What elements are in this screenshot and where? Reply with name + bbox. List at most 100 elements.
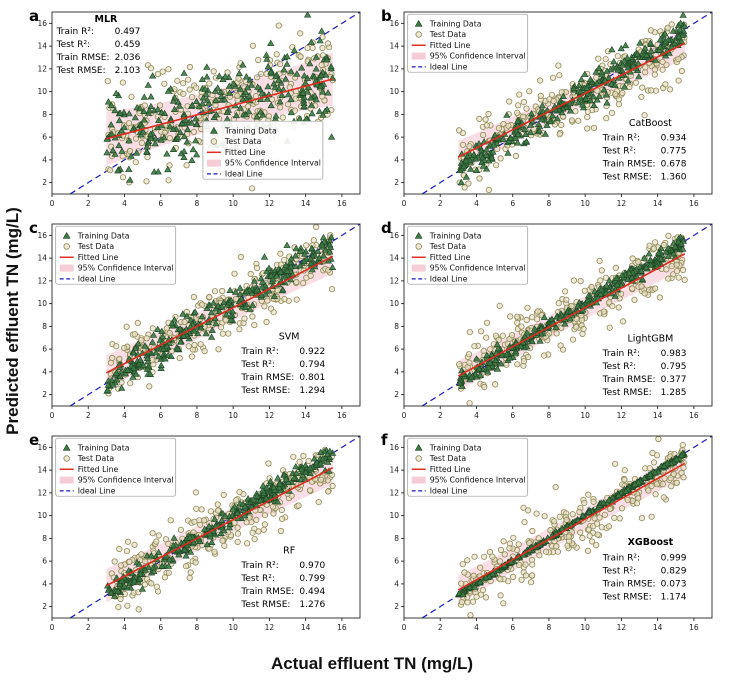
svg-text:0.922: 0.922 (299, 347, 325, 357)
svg-text:2: 2 (438, 623, 443, 632)
svg-text:12: 12 (265, 199, 275, 208)
panel-letter: f (381, 431, 388, 449)
svg-text:Fitted Line: Fitted Line (78, 465, 119, 474)
svg-text:Fitted Line: Fitted Line (78, 253, 119, 262)
svg-text:Test R²:: Test R²: (602, 362, 636, 372)
model-label: MLR (94, 14, 118, 25)
svg-text:Training Data: Training Data (429, 231, 482, 240)
fitted-line (457, 42, 686, 158)
svg-text:14: 14 (37, 466, 47, 475)
svg-text:Test R²:: Test R²: (240, 574, 274, 584)
model-label: SVM (279, 332, 300, 343)
svg-text:Train RMSE:: Train RMSE: (56, 53, 110, 63)
svg-text:0: 0 (402, 199, 407, 208)
svg-text:Train RMSE:: Train RMSE: (602, 580, 656, 590)
svg-text:Fitted Line: Fitted Line (225, 148, 266, 157)
svg-text:6: 6 (510, 623, 515, 632)
svg-text:6: 6 (42, 133, 47, 142)
svg-text:4: 4 (474, 623, 479, 632)
svg-text:2: 2 (42, 178, 47, 187)
svg-text:4: 4 (122, 199, 127, 208)
svg-text:Training Data: Training Data (429, 19, 482, 28)
svg-text:10: 10 (580, 411, 590, 420)
svg-text:8: 8 (394, 322, 399, 331)
svg-text:4: 4 (42, 579, 47, 588)
svg-text:0.999: 0.999 (661, 554, 687, 564)
svg-text:12: 12 (389, 276, 399, 285)
svg-text:Test RMSE:: Test RMSE: (240, 386, 290, 396)
svg-text:6: 6 (394, 557, 399, 566)
svg-text:Train R²:: Train R²: (602, 133, 640, 143)
fitted-line (105, 466, 334, 587)
svg-text:8: 8 (547, 411, 552, 420)
svg-text:6: 6 (42, 345, 47, 354)
svg-text:0.073: 0.073 (661, 580, 687, 590)
svg-text:8: 8 (42, 110, 47, 119)
svg-text:Test R²:: Test R²: (56, 40, 90, 50)
y-axis-label: Predicted effluent TN (mg/L) (3, 207, 22, 436)
svg-text:16: 16 (37, 231, 47, 240)
stats-block: Train R²: 0.497 Test R²: 0.459 Train RMSE: 2.… (56, 27, 141, 76)
legend: Training Data Test Data Fitted Line 95% Con… (407, 225, 529, 285)
svg-text:6: 6 (158, 199, 163, 208)
svg-text:10: 10 (389, 87, 399, 96)
svg-text:Test RMSE:: Test RMSE: (56, 66, 106, 76)
svg-text:12: 12 (37, 488, 47, 497)
svg-text:12: 12 (389, 488, 399, 497)
svg-text:0: 0 (402, 411, 407, 420)
svg-text:0: 0 (50, 411, 55, 420)
svg-text:2: 2 (438, 199, 443, 208)
svg-text:95% Confidence Interval: 95% Confidence Interval (430, 264, 526, 273)
svg-text:4: 4 (474, 199, 479, 208)
svg-text:2: 2 (394, 390, 399, 399)
svg-text:Ideal Line: Ideal Line (430, 486, 468, 495)
svg-text:8: 8 (195, 411, 200, 420)
svg-text:16: 16 (37, 443, 47, 452)
panel-letter: b (381, 7, 392, 25)
svg-text:Test Data: Test Data (429, 242, 467, 251)
svg-text:6: 6 (510, 199, 515, 208)
svg-text:Ideal Line: Ideal Line (430, 274, 468, 283)
svg-text:Train RMSE:: Train RMSE: (602, 159, 656, 169)
svg-text:4: 4 (122, 411, 127, 420)
svg-text:4: 4 (42, 367, 47, 376)
legend: Training Data Test Data Fitted Line 95% Con… (202, 120, 324, 180)
svg-text:14: 14 (653, 199, 663, 208)
svg-text:16: 16 (689, 199, 699, 208)
svg-text:4: 4 (42, 155, 47, 164)
stats-block: Train R²: 0.970 Test R²: 0.799 Train RMSE: 0.… (240, 561, 325, 610)
svg-text:12: 12 (37, 64, 47, 73)
svg-text:Fitted Line: Fitted Line (430, 253, 471, 262)
svg-text:10: 10 (37, 511, 47, 520)
svg-text:6: 6 (158, 411, 163, 420)
svg-text:16: 16 (389, 231, 399, 240)
svg-text:4: 4 (394, 579, 399, 588)
plot-frame (51, 11, 361, 195)
svg-text:0: 0 (50, 623, 55, 632)
svg-text:8: 8 (42, 534, 47, 543)
svg-text:10: 10 (37, 87, 47, 96)
stats-block: Train R²: 0.922 Test R²: 0.794 Train RMSE: 0.… (240, 347, 325, 396)
svg-text:Test R²:: Test R²: (240, 360, 274, 370)
legend: Training Data Test Data Fitted Line 95% Con… (407, 13, 529, 73)
svg-text:10: 10 (228, 199, 238, 208)
svg-text:Test RMSE:: Test RMSE: (602, 593, 652, 603)
svg-text:Train R²:: Train R²: (240, 347, 278, 357)
svg-text:Train RMSE:: Train RMSE: (240, 587, 294, 597)
y-ticks: 2 4 6 8 10 12 14 16 (37, 443, 52, 611)
svg-text:10: 10 (580, 623, 590, 632)
svg-text:6: 6 (394, 345, 399, 354)
y-ticks: 2 4 6 8 10 12 14 16 (389, 443, 404, 611)
svg-text:Test RMSE:: Test RMSE: (602, 388, 652, 398)
plot-frame (51, 435, 361, 619)
svg-text:Train RMSE:: Train RMSE: (602, 375, 656, 385)
x-ticks: 0 2 4 6 8 10 12 14 16 (402, 618, 699, 632)
svg-text:14: 14 (389, 254, 399, 263)
svg-text:Fitted Line: Fitted Line (430, 41, 471, 50)
x-ticks: 0 2 4 6 8 10 12 14 16 (402, 406, 699, 420)
legend: Training Data Test Data Fitted Line 95% Con… (55, 225, 177, 285)
svg-text:10: 10 (389, 299, 399, 308)
svg-text:0.795: 0.795 (661, 362, 687, 372)
